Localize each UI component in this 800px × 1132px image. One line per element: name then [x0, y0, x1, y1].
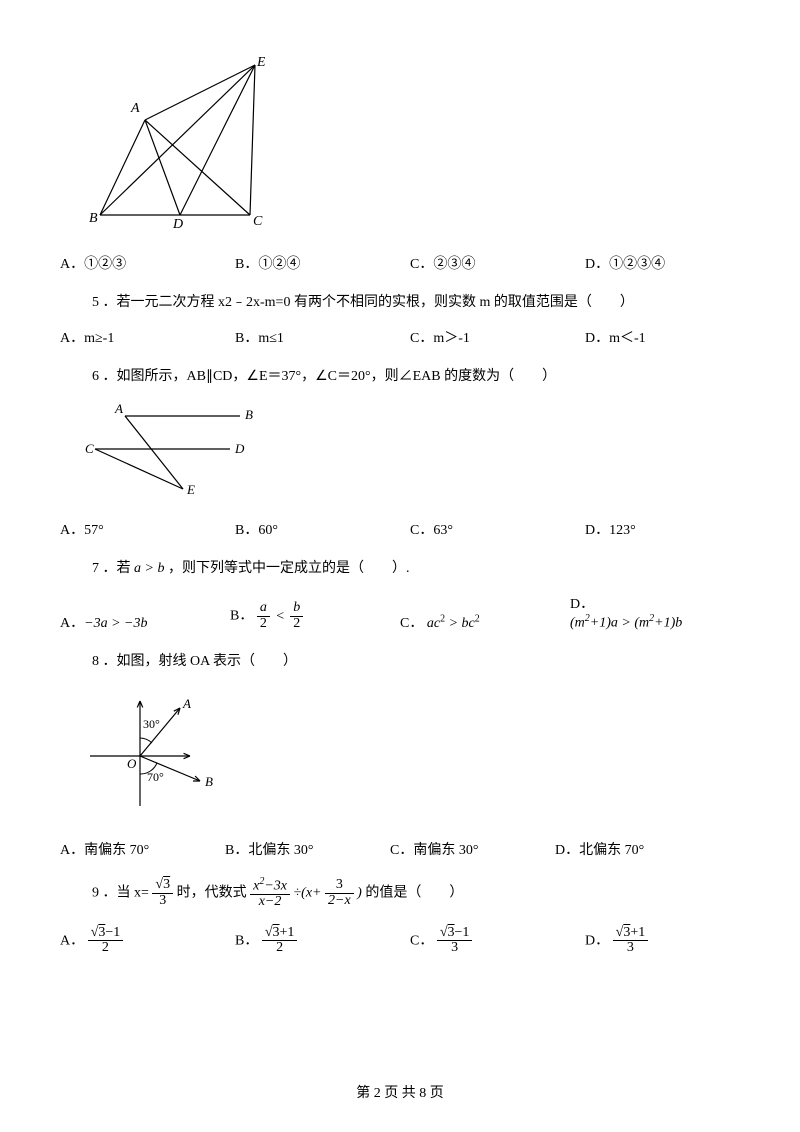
q4-opt-d: D．①②③④ [585, 253, 760, 273]
page-footer: 第 2 页 共 8 页 [0, 1082, 800, 1102]
q7-d-p2: +1)a > (m [590, 616, 649, 631]
q6-options: A．57° B．60° C．63° D．123° [60, 519, 740, 539]
q9-options: A． √3−1 2 B． √3+1 2 C． √3−1 3 D． √3+1 3 [60, 926, 740, 956]
q7-cond: a > b [134, 561, 164, 576]
q9-d2: 2−x [325, 894, 354, 909]
q5-opt-a: A．m≥-1 [60, 327, 235, 347]
svg-text:D: D [172, 217, 183, 230]
q7-c-label: C． [400, 616, 423, 631]
svg-text:C: C [253, 214, 263, 229]
svg-text:30°: 30° [143, 717, 160, 731]
q4-opt-b: B．①②④ [235, 253, 410, 273]
svg-text:E: E [256, 55, 265, 70]
q9-prefix: 9 ．当 x= [92, 885, 149, 900]
q7-prefix: 7 ．若 [92, 561, 131, 576]
q9b-lbl: B． [235, 933, 258, 948]
svg-text:C: C [85, 441, 94, 456]
svg-text:B: B [89, 211, 98, 226]
q4-opt-a: A．①②③ [60, 253, 235, 273]
q9-d1: x−2 [250, 895, 290, 910]
q7-opt-b: B． a2 < b2 [230, 601, 400, 631]
q7-suffix: ，则下列等式中一定成立的是（ ）. [168, 561, 410, 576]
q6-opt-d: D．123° [585, 519, 760, 539]
q8-options: A．南偏东 70° B．北偏东 30° C．南偏东 30° D．北偏东 70° [60, 839, 740, 859]
q7-options: A．−3a > −3b B． a2 < b2 C． ac2 > bc2 D． (… [60, 593, 740, 632]
q5-text: 5 ．若一元二次方程 x2﹣2x-m=0 有两个不相同的实根，则实数 m 的取值… [92, 291, 740, 311]
q7-d-p1: (m [570, 616, 585, 631]
svg-text:B: B [205, 774, 213, 789]
q9c-lbl: C． [410, 933, 433, 948]
q7-b-num1: a [257, 601, 270, 617]
q4-options: A．①②③ B．①②④ C．②③④ D．①②③④ [60, 253, 740, 273]
q5-opt-c: C．m＞-1 [410, 327, 585, 347]
q7-b-num2: b [290, 601, 303, 617]
q6-opt-b: B．60° [235, 519, 410, 539]
svg-text:A: A [182, 696, 191, 711]
q9a-lbl: A． [60, 933, 84, 948]
q7-c-lhs: ac [427, 616, 440, 631]
q7-a-expr: −3a > −3b [84, 616, 147, 631]
compass-diagram: 30° 70° O A B [85, 686, 740, 821]
q7-opt-d: D． (m2+1)a > (m2+1)b [570, 593, 740, 632]
q6-opt-c: C．63° [410, 519, 585, 539]
svg-text:B: B [245, 407, 253, 422]
q8-text: 8 ．如图，射线 OA 表示（ ） [92, 650, 740, 670]
q9c-nr: −1 [455, 925, 470, 940]
q7-d-p3: +1)b [654, 616, 682, 631]
q7-b-label: B． [230, 609, 253, 624]
q9d-d: 3 [613, 941, 649, 956]
q9b-nl: 3 [273, 925, 280, 940]
svg-text:D: D [234, 441, 245, 456]
q9c-d: 3 [437, 941, 473, 956]
q8-opt-b: B．北偏东 30° [225, 839, 390, 859]
q7-b-den2: 2 [290, 617, 303, 632]
q7-d-expr: (m2+1)a > (m2+1)b [570, 613, 740, 632]
q5-opt-d: D．m＜-1 [585, 327, 760, 347]
q9-n2: 3 [325, 878, 354, 894]
q9-opt-c: C． √3−1 3 [410, 926, 585, 956]
q6-opt-a: A．57° [60, 519, 235, 539]
svg-text:A: A [130, 101, 140, 116]
q9a-d: 2 [88, 941, 124, 956]
q9b-nr: +1 [280, 925, 295, 940]
q5-opt-b: B．m≤1 [235, 327, 410, 347]
q9-suffix: 的值是（ ） [365, 885, 463, 900]
q6-text: 6 ．如图所示，AB∥CD，∠E＝37°，∠C＝20°，则∠EAB 的度数为（ … [92, 365, 740, 385]
q9-close: ) [357, 885, 362, 900]
q9d-nr: +1 [630, 925, 645, 940]
svg-text:O: O [127, 756, 137, 771]
q9d-lbl: D． [585, 933, 609, 948]
q9-xval-sqrt: 3 [163, 877, 170, 892]
q9-div: ÷(x+ [293, 885, 321, 900]
q5-options: A．m≥-1 B．m≤1 C．m＞-1 D．m＜-1 [60, 327, 740, 347]
q7-opt-a: A．−3a > −3b [60, 612, 230, 632]
q7-text: 7 ．若 a > b ，则下列等式中一定成立的是（ ）. [92, 557, 740, 577]
q7-a-label: A． [60, 616, 84, 631]
q7-b-den1: 2 [257, 617, 270, 632]
q9-xval-den: 3 [152, 894, 173, 909]
q4-opt-c: C．②③④ [410, 253, 585, 273]
svg-text:70°: 70° [147, 770, 164, 784]
q8-opt-a: A．南偏东 70° [60, 839, 225, 859]
q9-opt-b: B． √3+1 2 [235, 926, 410, 956]
triangle-diagram: B D C A E [85, 50, 740, 235]
q9-opt-d: D． √3+1 3 [585, 926, 760, 956]
q8-opt-d: D．北偏东 70° [555, 839, 720, 859]
svg-text:A: A [114, 401, 123, 416]
q9a-nr: −1 [105, 925, 120, 940]
q8-opt-c: C．南偏东 30° [390, 839, 555, 859]
q7-d-label: D． [570, 593, 740, 613]
svg-text:E: E [186, 482, 195, 496]
q7-b-op: < [275, 609, 284, 624]
q9-n1b: −3x [264, 878, 287, 893]
q9-mid: 时，代数式 [177, 885, 251, 900]
parallel-lines-diagram: A B C D E [85, 401, 740, 501]
q7-opt-c: C． ac2 > bc2 [400, 612, 570, 632]
q9c-nl: 3 [448, 925, 455, 940]
q9-text: 9 ．当 x= √3 3 时，代数式 x2−3x x−2 ÷(x+ 3 2−x … [92, 877, 740, 910]
q9-opt-a: A． √3−1 2 [60, 926, 235, 956]
q9b-d: 2 [262, 941, 298, 956]
q7-c-rhs: bc [462, 616, 475, 631]
